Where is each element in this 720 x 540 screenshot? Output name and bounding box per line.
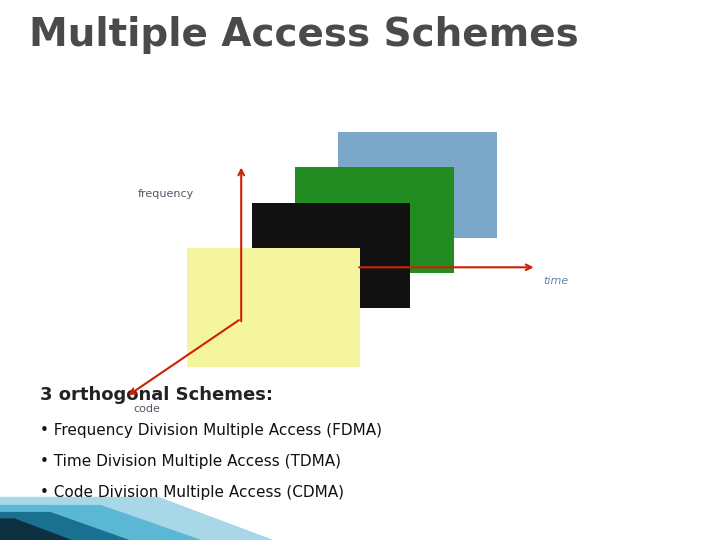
Text: Multiple Access Schemes: Multiple Access Schemes [29, 16, 579, 54]
Text: 3 orthogonal Schemes:: 3 orthogonal Schemes: [40, 386, 273, 404]
Polygon shape [0, 505, 202, 540]
Text: • Frequency Division Multiple Access (FDMA): • Frequency Division Multiple Access (FD… [40, 423, 382, 438]
Text: frequency: frequency [138, 190, 194, 199]
Text: • Time Division Multiple Access (TDMA): • Time Division Multiple Access (TDMA) [40, 454, 341, 469]
Bar [338, 132, 497, 238]
Text: code: code [133, 404, 160, 414]
Bar [295, 167, 454, 273]
Polygon shape [0, 497, 274, 540]
Text: time: time [544, 276, 569, 286]
Bar [187, 248, 360, 367]
Polygon shape [0, 518, 72, 540]
Bar [252, 202, 410, 308]
Polygon shape [0, 512, 130, 540]
Text: • Code Division Multiple Access (CDMA): • Code Division Multiple Access (CDMA) [40, 485, 343, 501]
